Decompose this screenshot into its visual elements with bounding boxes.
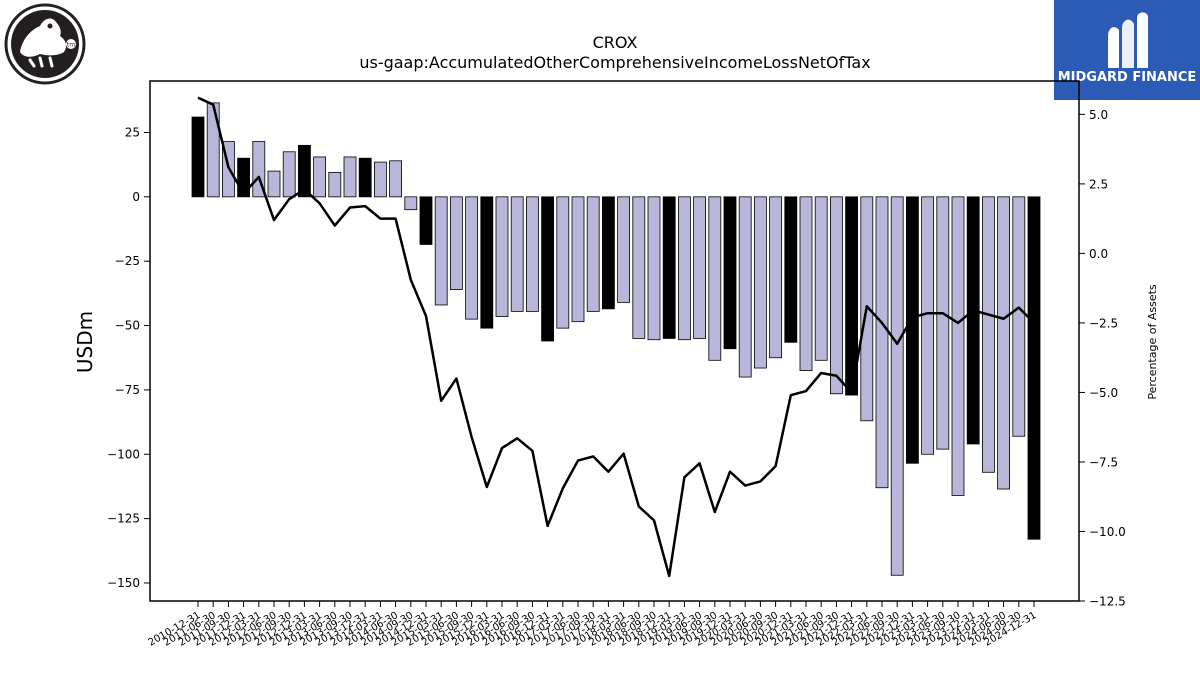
line-series	[197, 96, 1035, 578]
bar	[921, 196, 934, 455]
bar	[297, 144, 311, 198]
y2-tick-label: 0.0	[1089, 247, 1108, 261]
bar	[875, 196, 889, 489]
bar	[282, 151, 296, 198]
y2-tick-label: −7.5	[1089, 455, 1118, 469]
bar	[723, 196, 737, 350]
bar	[602, 196, 615, 310]
bar	[647, 196, 661, 341]
y2-tick-label: 5.0	[1089, 108, 1108, 122]
midgard-logo-text: MIDGARD FINANCE	[1058, 70, 1197, 85]
bar	[358, 157, 372, 198]
bar	[267, 170, 281, 198]
y2-tick-label: −12.5	[1089, 595, 1126, 609]
bar	[769, 196, 782, 359]
bar	[951, 196, 965, 496]
midgard-logo-icon: MIDGARD FINANCE	[1054, 0, 1200, 100]
line-series-path	[197, 96, 1035, 578]
y-tick-label: −150	[107, 576, 140, 590]
bar	[830, 196, 843, 395]
bar	[191, 116, 205, 198]
bar	[814, 196, 828, 361]
y-tick-label: 0	[132, 190, 140, 204]
y-tick-label: −75	[115, 383, 140, 397]
bar	[206, 102, 220, 198]
bar	[632, 196, 646, 339]
y2-axis: 5.0 2.5 0.0 −2.5 −5.0 −7.5 −10.0 −12.5	[1079, 108, 1126, 609]
plot-frame	[149, 80, 1080, 602]
bar	[313, 156, 327, 198]
bar-series	[191, 102, 1041, 576]
y2-tick-label: −10.0	[1089, 525, 1126, 539]
bar	[678, 196, 691, 341]
bar	[328, 171, 342, 198]
bar	[1012, 196, 1026, 437]
bar	[906, 196, 919, 464]
bar	[982, 196, 995, 473]
bar	[526, 196, 539, 312]
bar	[571, 196, 585, 323]
y2-tick-label: −2.5	[1089, 316, 1118, 330]
bar	[738, 196, 752, 378]
bar	[586, 196, 600, 312]
bar	[419, 196, 433, 245]
bar	[404, 196, 418, 211]
bar	[799, 196, 813, 371]
bar	[754, 196, 767, 369]
bar	[373, 161, 387, 198]
y-tick-label: −50	[115, 319, 140, 333]
bar	[495, 196, 509, 317]
bar	[343, 156, 357, 198]
y2-axis-label: Percentage of Assets	[1146, 284, 1159, 400]
bar	[845, 196, 858, 396]
bar	[465, 196, 479, 320]
bar	[480, 196, 494, 329]
chart-title: CROX	[593, 33, 638, 52]
bar	[556, 196, 570, 329]
bar	[449, 196, 463, 290]
y-tick-label: 25	[125, 125, 140, 139]
bar	[541, 196, 554, 342]
bar	[389, 160, 403, 198]
y2-tick-label: −5.0	[1089, 386, 1118, 400]
bar	[708, 196, 722, 361]
bar	[510, 196, 524, 312]
bar	[936, 196, 950, 450]
y-axis-label: USDm	[73, 311, 97, 373]
bar	[890, 196, 904, 576]
bar	[237, 157, 251, 198]
y-tick-label: −100	[107, 447, 140, 461]
y-tick-label: −25	[115, 254, 140, 268]
bar	[662, 196, 676, 339]
y-axis: 25 0 −25 −50 −75 −100 −125 −150	[107, 125, 150, 590]
bar	[617, 196, 630, 303]
y-tick-label: −125	[107, 512, 140, 526]
y2-tick-label: 2.5	[1089, 177, 1108, 191]
trademark-mark: tm	[67, 42, 75, 49]
x-axis: 2010-12-312011-06-302011-09-302011-12-31…	[147, 601, 1039, 649]
bar	[693, 196, 706, 339]
crocodile-logo-icon: tm	[4, 3, 86, 85]
bar	[1027, 196, 1041, 540]
chart-subtitle: us-gaap:AccumulatedOtherComprehensiveInc…	[359, 53, 870, 72]
bar	[997, 196, 1010, 490]
bar	[434, 196, 448, 306]
bar	[966, 196, 980, 445]
bar	[784, 196, 798, 343]
